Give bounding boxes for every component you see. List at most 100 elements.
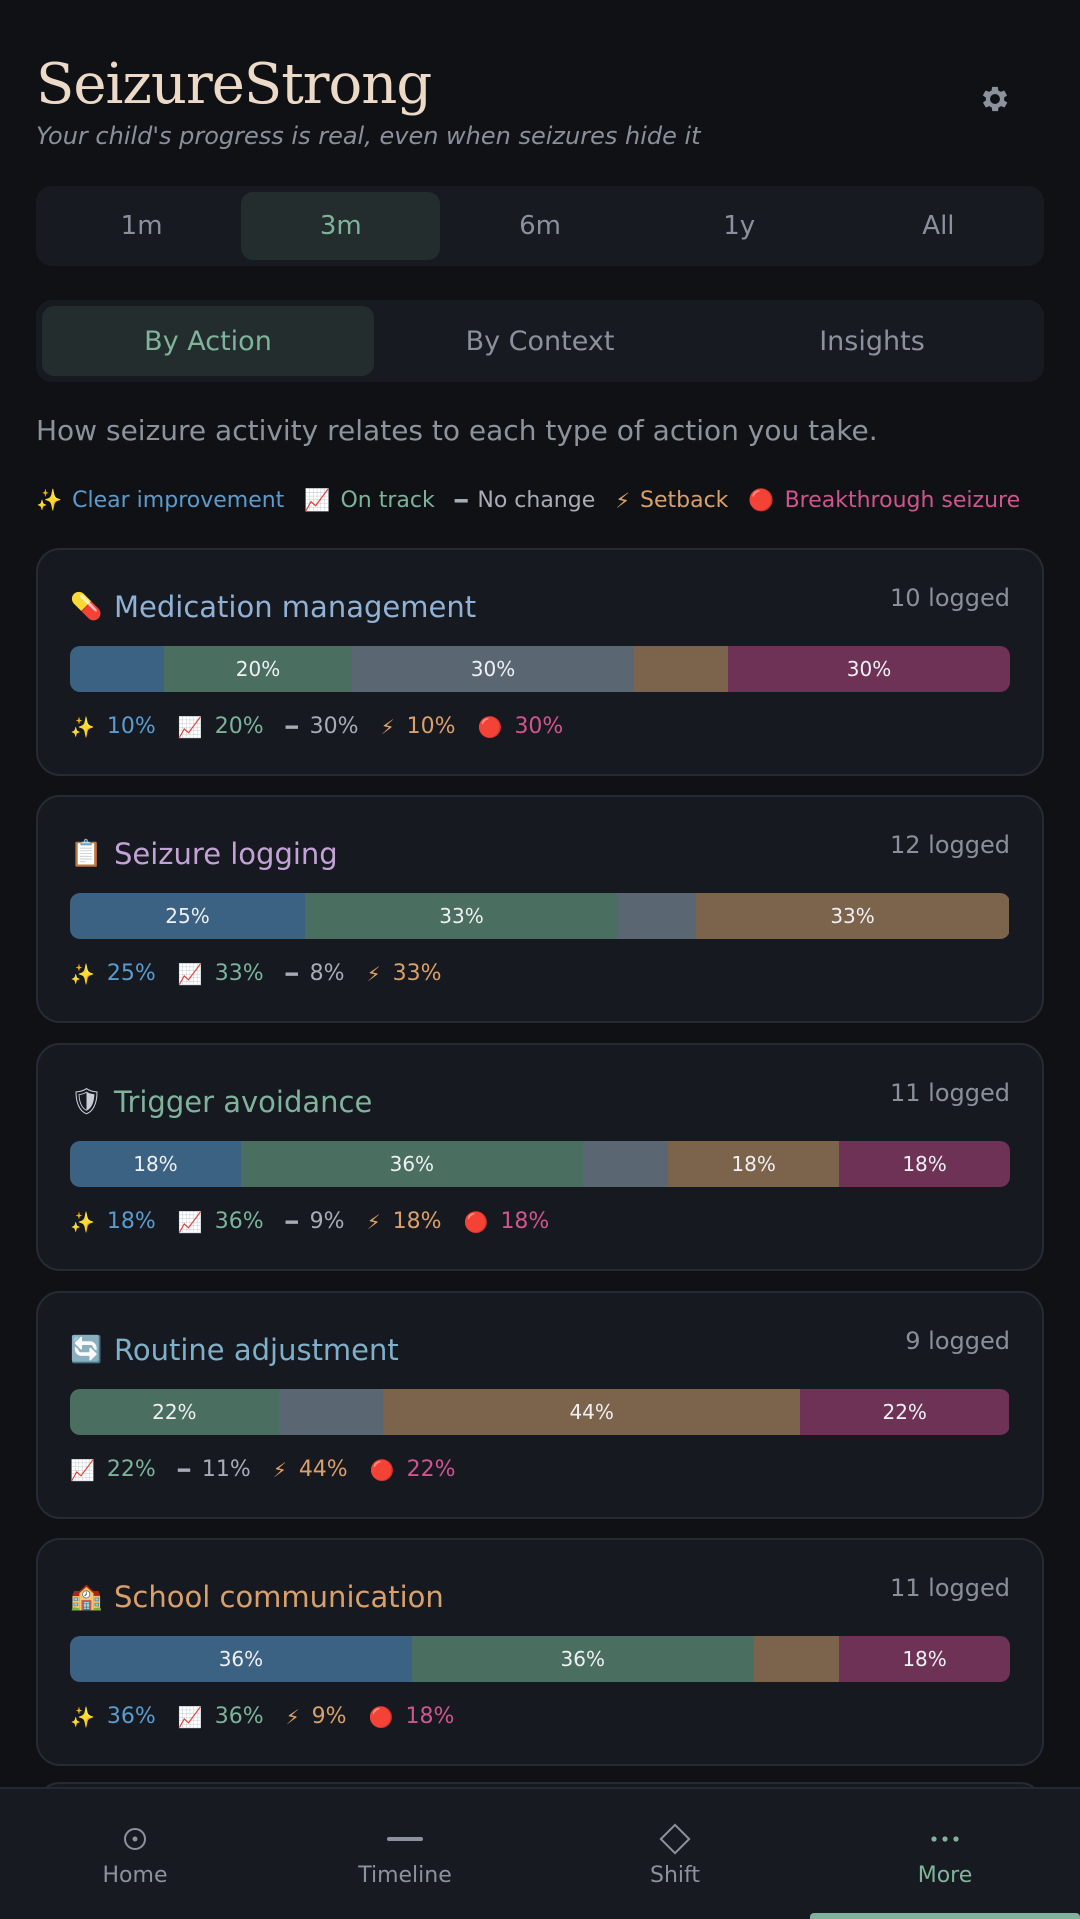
stat-none: ━ 8% <box>286 961 345 986</box>
legend-item-set: ⚡ Setback <box>615 488 728 513</box>
bottom-nav: Home Timeline Shift More <box>0 1787 1080 1919</box>
outcome-stats: ✨ 18% 📈 36% ━ 9% ⚡ 18% 🔴 18% <box>70 1209 571 1234</box>
action-type-icon: 💊 <box>70 592 103 622</box>
action-card[interactable]: 💊 Medication management 10 logged 20% 30% 30%… <box>36 548 1044 776</box>
action-card[interactable]: 🛡 Trigger avoidance 11 logged 18% 36% 18% 18% ✨… <box>36 1043 1044 1271</box>
bar-segment-imp: 25% <box>70 893 305 939</box>
legend-label: Breakthrough seizure <box>784 488 1021 513</box>
stat-value: 22% <box>106 1457 156 1482</box>
legend-label: Clear improvement <box>72 488 285 513</box>
range-tab-1m[interactable]: 1m <box>120 211 163 241</box>
stat-value: 18% <box>405 1704 455 1729</box>
bar-segment-set: 33% <box>696 893 1010 939</box>
stat-track: 📈 20% <box>178 714 264 739</box>
settings-gear-icon[interactable] <box>978 82 1012 116</box>
stat-break: 🔴 18% <box>369 1704 455 1729</box>
stat-break-icon: 🔴 <box>463 1209 489 1234</box>
view-tab-by-context[interactable]: By Context <box>465 325 615 357</box>
action-type-icon: 🔄 <box>70 1335 103 1365</box>
stat-track: 📈 33% <box>178 961 264 986</box>
range-tab-3m[interactable]: 3m <box>241 192 441 260</box>
outcome-distribution-bar: 36% 36% 18% <box>70 1636 1010 1682</box>
stat-value: 9% <box>309 1209 345 1234</box>
stat-imp-icon: ✨ <box>70 714 95 739</box>
logged-count: 9 logged <box>905 1327 1010 1355</box>
range-tab-1y[interactable]: 1y <box>723 211 756 241</box>
stat-imp-icon: ✨ <box>70 961 95 986</box>
stat-none-icon: ━ <box>285 1209 298 1234</box>
stat-value: 10% <box>106 714 156 739</box>
legend-item-imp: ✨ Clear improvement <box>36 488 284 513</box>
more-icon <box>930 1821 960 1857</box>
logged-count: 10 logged <box>890 584 1010 612</box>
app-title: SeizureStrong <box>36 52 432 117</box>
bar-segment-track: 33% <box>305 893 619 939</box>
stat-value: 22% <box>406 1457 456 1482</box>
bar-segment-none: 30% <box>352 646 634 692</box>
stat-none: ━ 30% <box>286 714 359 739</box>
time-range-selector: 1m 3m 6m 1y All <box>36 186 1044 266</box>
bar-segment-imp: 36% <box>70 1636 412 1682</box>
action-card[interactable]: 📋 Seizure logging 12 logged 25% 33% 33% ✨ 25% 📈 3… <box>36 795 1044 1023</box>
legend-track-icon: 📈 <box>304 488 331 512</box>
bar-segment-set: 44% <box>383 1389 801 1435</box>
nav-item-timeline[interactable]: Timeline <box>270 1789 540 1919</box>
view-mode-tabs: By Action By Context Insights <box>36 300 1044 382</box>
stat-value: 18% <box>500 1209 550 1234</box>
action-card[interactable]: 🏫 School communication 11 logged 36% 36% 18% ✨… <box>36 1538 1044 1766</box>
outcome-stats: 📈 22% ━ 11% ⚡ 44% 🔴 22% <box>70 1457 478 1482</box>
bar-segment-track: 20% <box>164 646 352 692</box>
stat-set-icon: ⚡ <box>285 1704 300 1729</box>
stat-value: 36% <box>214 1704 264 1729</box>
stat-set: ⚡ 44% <box>273 1457 348 1482</box>
stat-imp-icon: ✨ <box>70 1209 95 1234</box>
view-tab-by-action[interactable]: By Action <box>42 306 374 376</box>
stat-set-icon: ⚡ <box>366 1209 381 1234</box>
bar-segment-none <box>582 1141 669 1187</box>
legend-item-break: 🔴 Breakthrough seizure <box>748 488 1020 513</box>
range-tab-all[interactable]: All <box>922 211 955 241</box>
app-tagline: Your child's progress is real, even when… <box>36 122 701 150</box>
stat-value: 18% <box>106 1209 156 1234</box>
legend-imp-icon: ✨ <box>36 488 63 512</box>
nav-label: Timeline <box>358 1862 452 1888</box>
stat-none-icon: ━ <box>285 961 298 986</box>
action-card[interactable]: 🔄 Routine adjustment 9 logged 22% 44% 22% 📈 22%… <box>36 1291 1044 1519</box>
stat-break-icon: 🔴 <box>368 1704 394 1729</box>
legend-set-icon: ⚡ <box>615 488 630 513</box>
action-type-icon: 🛡 <box>70 1087 104 1117</box>
logged-count: 11 logged <box>890 1574 1010 1602</box>
stat-set: ⚡ 10% <box>381 714 456 739</box>
stat-value: 30% <box>514 714 564 739</box>
outcome-distribution-bar: 18% 36% 18% 18% <box>70 1141 1010 1187</box>
stat-value: 36% <box>214 1209 264 1234</box>
legend-item-track: 📈 On track <box>304 488 434 513</box>
stat-value: 30% <box>309 714 359 739</box>
view-tab-insights[interactable]: Insights <box>819 325 925 357</box>
stat-value: 25% <box>106 961 156 986</box>
stat-value: 33% <box>392 961 442 986</box>
stat-value: 18% <box>392 1209 442 1234</box>
stat-none: ━ 11% <box>178 1457 251 1482</box>
range-tab-6m[interactable]: 6m <box>519 211 561 241</box>
stat-value: 11% <box>201 1457 251 1482</box>
outcome-distribution-bar: 22% 44% 22% <box>70 1389 1010 1435</box>
legend-label: No change <box>477 488 596 513</box>
bar-segment-set: 18% <box>668 1141 840 1187</box>
stat-break: 🔴 22% <box>370 1457 456 1482</box>
nav-item-home[interactable]: Home <box>0 1789 270 1919</box>
stat-break-icon: 🔴 <box>369 1457 395 1482</box>
bar-segment-set <box>753 1636 840 1682</box>
stat-track-icon: 📈 <box>177 961 203 986</box>
legend-item-none: ━ No change <box>455 488 596 513</box>
nav-item-shift[interactable]: Shift <box>540 1789 810 1919</box>
stat-value: 8% <box>309 961 345 986</box>
legend-break-icon: 🔴 <box>748 488 775 512</box>
outcome-legend: ✨ Clear improvement 📈 On track ━ No change ⚡ Se… <box>36 488 1020 513</box>
stat-track-icon: 📈 <box>177 1209 203 1234</box>
intro-text: How seizure activity relates to each typ… <box>36 414 878 447</box>
nav-item-more[interactable]: More <box>810 1789 1080 1919</box>
bar-segment-none <box>278 1389 383 1435</box>
stat-value: 10% <box>406 714 456 739</box>
action-type-icon: 🏫 <box>70 1582 103 1612</box>
